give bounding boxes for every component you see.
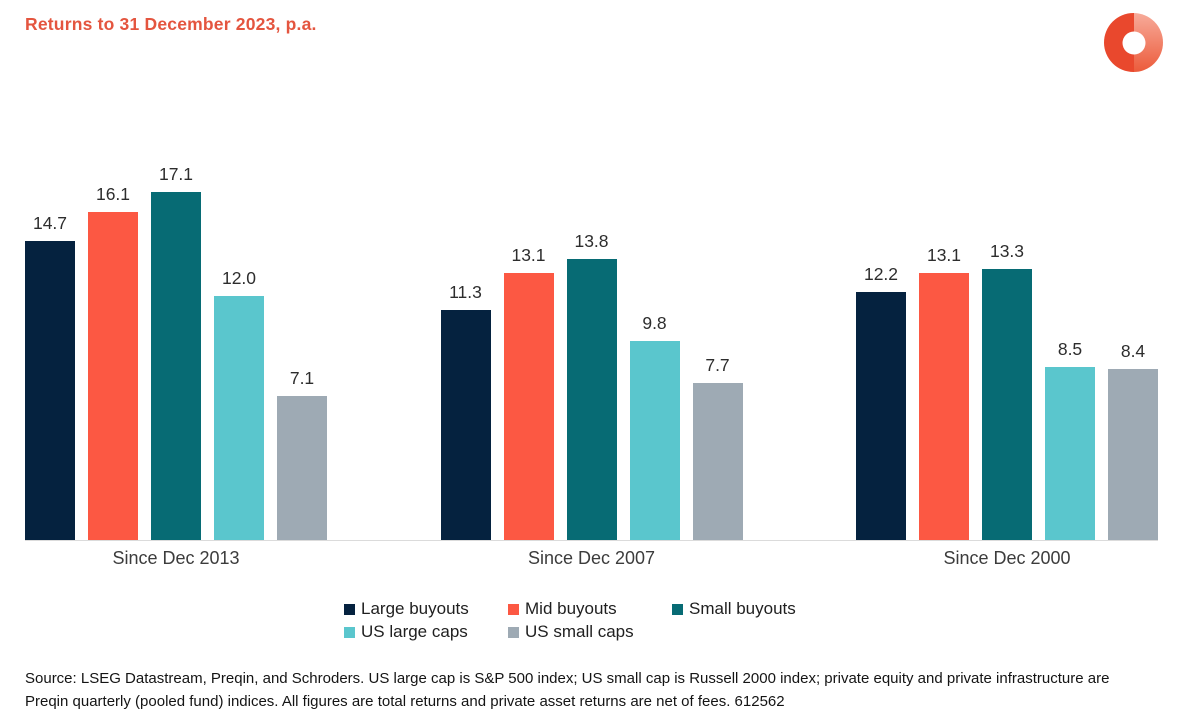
bar-value-label: 7.7	[705, 355, 730, 375]
bar-value-label: 13.1	[926, 245, 962, 265]
bar-us-small-caps-since-dec-2013: 7.1	[277, 368, 327, 540]
bar-value-label: 7.1	[289, 368, 315, 388]
source-note: Source: LSEG Datastream, Preqin, and Sch…	[25, 670, 1110, 710]
legend-label: Large buyouts	[361, 599, 469, 618]
bar-large-buyouts-since-dec-2013: 14.7	[25, 213, 75, 540]
bar-value-label: 13.3	[989, 241, 1025, 261]
bar-small-buyouts-since-dec-2000: 13.3	[982, 241, 1032, 540]
bar-us-small-caps-since-dec-2000: 8.4	[1108, 341, 1158, 540]
bar-value-label: 16.1	[95, 184, 131, 204]
legend-item-large-buyouts: Large buyouts	[344, 599, 508, 619]
returns-bar-chart: 14.7 16.1 17.1 12.0 7.1 11.3 13.1 13.8 9.8 7.7 12.…	[25, 164, 1158, 569]
bar-large-buyouts-since-dec-2007: 11.3	[440, 282, 491, 540]
legend-label: Mid buyouts	[525, 599, 617, 618]
bar-small-buyouts-since-dec-2013: 17.1	[151, 164, 201, 540]
bar-value-label: 12.2	[863, 264, 899, 284]
category-axis: Since Dec 2013 Since Dec 2007 Since Dec 20…	[25, 548, 1158, 569]
bar-group-since-dec-2000: 12.2 13.1 13.3 8.5 8.4	[856, 241, 1158, 540]
category-label-since-dec-2007: Since Dec 2007	[527, 548, 656, 568]
bar-value-label: 12.0	[221, 268, 257, 288]
bar-mid-buyouts-since-dec-2013: 16.1	[88, 184, 138, 540]
legend-item-small-buyouts: Small buyouts	[672, 599, 836, 619]
bar-us-large-caps-since-dec-2013: 12.0	[214, 268, 264, 540]
bar-value-label: 14.7	[32, 213, 68, 233]
category-label-since-dec-2013: Since Dec 2013	[112, 548, 240, 568]
legend-item-us-small-caps: US small caps	[508, 622, 672, 642]
bar-us-small-caps-since-dec-2007: 7.7	[692, 355, 743, 540]
legend-swatch-us-large-caps	[344, 626, 355, 638]
legend-label: Small buyouts	[689, 599, 796, 618]
chart-legend: Large buyouts Mid buyouts Small buyouts US …	[344, 599, 836, 642]
bar-value-label: 8.5	[1057, 339, 1083, 359]
bar-value-label: 11.3	[449, 282, 482, 302]
legend-swatch-large-buyouts	[344, 603, 355, 615]
bar-mid-buyouts-since-dec-2000: 13.1	[919, 245, 969, 540]
bar-group-since-dec-2013: 14.7 16.1 17.1 12.0 7.1	[25, 164, 327, 540]
schroders-logo-icon	[1104, 13, 1163, 72]
plot-area: 14.7 16.1 17.1 12.0 7.1 11.3 13.1 13.8 9.8 7.7 12.…	[25, 164, 1158, 541]
page-title: Returns to 31 December 2023, p.a.	[25, 14, 317, 34]
category-label-since-dec-2000: Since Dec 2000	[943, 548, 1071, 568]
bar-value-label: 17.1	[158, 164, 194, 184]
legend-swatch-small-buyouts	[672, 603, 683, 615]
bar-value-label: 8.4	[1120, 341, 1146, 361]
legend-swatch-mid-buyouts	[508, 603, 519, 615]
legend-swatch-us-small-caps	[508, 626, 519, 638]
legend-item-mid-buyouts: Mid buyouts	[508, 599, 672, 619]
legend-label: US small caps	[525, 622, 634, 641]
bar-value-label: 13.8	[574, 231, 609, 251]
bar-us-large-caps-since-dec-2000: 8.5	[1045, 339, 1095, 540]
legend-label: US large caps	[361, 622, 468, 641]
header: Returns to 31 December 2023, p.a.	[0, 0, 1180, 35]
bar-group-since-dec-2007: 11.3 13.1 13.8 9.8 7.7	[440, 231, 743, 540]
bar-small-buyouts-since-dec-2007: 13.8	[566, 231, 617, 540]
legend-item-us-large-caps: US large caps	[344, 622, 508, 642]
bar-large-buyouts-since-dec-2000: 12.2	[856, 264, 906, 540]
logo-center-hole	[1122, 31, 1145, 54]
bar-us-large-caps-since-dec-2007: 9.8	[629, 313, 680, 540]
bar-value-label: 13.1	[511, 245, 546, 265]
bar-mid-buyouts-since-dec-2007: 13.1	[503, 245, 554, 540]
bar-value-label: 9.8	[642, 313, 667, 333]
